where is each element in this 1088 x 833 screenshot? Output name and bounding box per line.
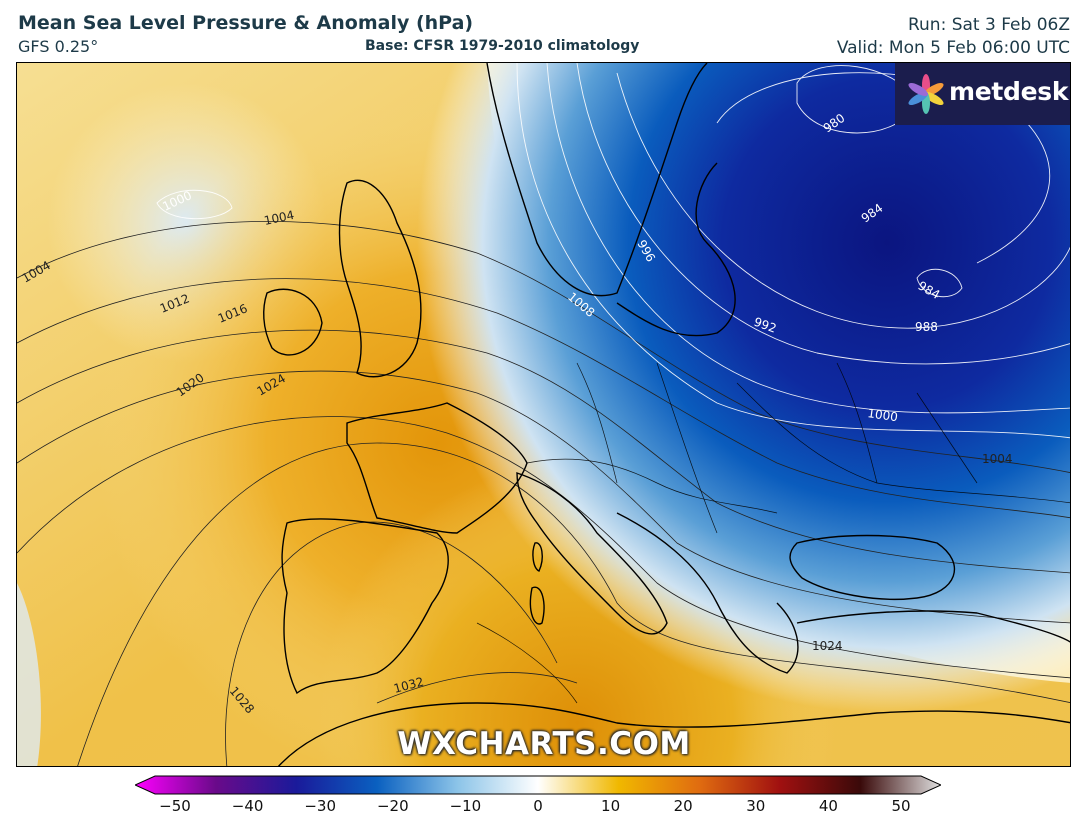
border-6 <box>916 392 978 484</box>
coast-iberia <box>281 518 449 695</box>
isobar-1012 <box>17 329 1070 574</box>
border-5 <box>836 362 878 484</box>
colorbar <box>135 775 941 795</box>
colorbar-tick-label: 50 <box>891 797 911 815</box>
coast-italy <box>516 472 668 635</box>
isobar-1028 <box>225 521 558 766</box>
chart-title: Mean Sea Level Pressure & Anomaly (hPa) <box>18 12 474 34</box>
coast-corsica <box>532 542 543 572</box>
isobar-label: 1004 <box>263 208 296 228</box>
colorbar-tick-label: −10 <box>449 797 482 815</box>
coast-north-africa <box>277 702 1070 766</box>
coast-sardinia <box>529 586 545 625</box>
colorbar-tick-label: −30 <box>304 797 337 815</box>
colorbar-bar <box>135 775 941 795</box>
isobar-label: 1000 <box>867 406 899 424</box>
colorbar-tick-label: 0 <box>533 797 543 815</box>
isobar-1008 <box>17 278 1070 519</box>
metdesk-logo: metdesk <box>895 63 1070 125</box>
map-canvas: 980 984 984 988 992 996 1000 1000 1004 1… <box>17 63 1070 766</box>
colorbar-tick-label: 30 <box>746 797 766 815</box>
isobar-996 <box>546 63 1070 414</box>
border-3 <box>656 362 718 534</box>
colorbar-tick-label: −20 <box>376 797 409 815</box>
coastlines <box>263 63 1070 766</box>
colorbar-tick-label: 20 <box>673 797 693 815</box>
borders <box>476 362 1070 704</box>
coast-baltic <box>616 162 736 337</box>
isobar-label: 1004 <box>982 452 1013 466</box>
colorbar-tick-label: −50 <box>159 797 191 815</box>
colorbar-tick-label: −40 <box>231 797 264 815</box>
isobar-1000-west <box>156 189 233 220</box>
isobar-1020 <box>17 416 1070 679</box>
anomaly-field-west-edge <box>17 583 41 766</box>
climatology-base-label: Base: CFSR 1979-2010 climatology <box>365 38 640 54</box>
isobar-1000 <box>516 63 1070 439</box>
border-7 <box>476 622 578 704</box>
metdesk-wordmark: metdesk <box>949 77 1069 106</box>
colorbar-tick-label: 10 <box>601 797 621 815</box>
border-4 <box>736 382 1070 504</box>
coast-balkans <box>616 512 799 674</box>
anomaly-field-low <box>17 63 1070 766</box>
metdesk-flower-icon <box>908 74 944 114</box>
isobar-988 <box>616 72 1070 329</box>
isobar-984-b <box>916 268 963 298</box>
border-1 <box>526 458 778 514</box>
coast-scandinavia <box>486 63 708 297</box>
colorbar-tick-label: 40 <box>818 797 838 815</box>
isobar-label: 988 <box>915 320 938 334</box>
run-time-label: Run: Sat 3 Feb 06Z <box>907 15 1070 35</box>
coast-france <box>346 402 528 534</box>
isobar-1024 <box>77 442 1070 766</box>
isobar-label: 1024 <box>812 639 843 653</box>
pressure-anomaly-map: 980 984 984 988 992 996 1000 1000 1004 1… <box>16 62 1071 767</box>
isobar-1004 <box>17 220 1070 474</box>
coast-turkey <box>796 610 1070 643</box>
isobars <box>17 220 1070 766</box>
wxcharts-watermark: WXCHARTS.COM <box>397 726 691 762</box>
coast-ireland <box>263 288 323 356</box>
coast-britain <box>338 179 422 378</box>
coast-black-sea <box>789 534 956 600</box>
border-2 <box>576 362 618 484</box>
isobar-1016 <box>17 370 1070 624</box>
valid-time-label: Valid: Mon 5 Feb 06:00 UTC <box>836 38 1070 58</box>
isobar-992 <box>576 63 1070 365</box>
model-label: GFS 0.25° <box>18 37 99 56</box>
